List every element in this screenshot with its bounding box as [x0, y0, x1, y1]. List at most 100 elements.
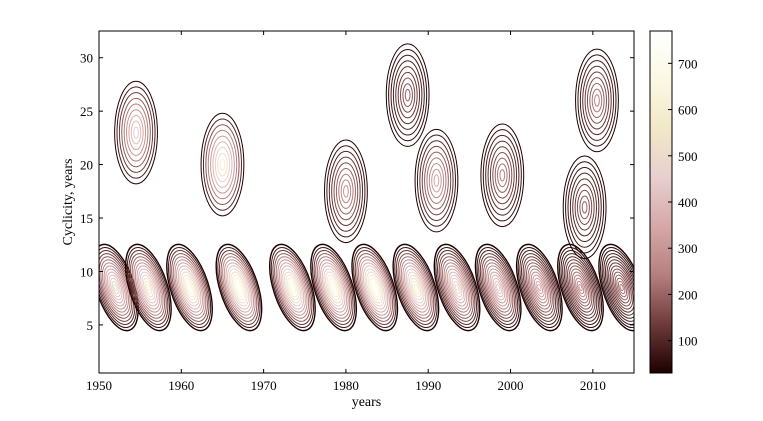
contour-line [487, 268, 509, 307]
contour-line [126, 109, 147, 156]
y-tick-label: 15 [80, 211, 93, 226]
contour-line [571, 271, 590, 304]
contour-line [370, 280, 379, 295]
contour-line [400, 77, 416, 113]
contour-line [586, 77, 607, 124]
contour-line [110, 277, 121, 298]
contour-line [136, 265, 161, 310]
colorbar-tick-label: 300 [678, 241, 698, 256]
contour-line [575, 277, 586, 298]
contour-line [359, 259, 390, 316]
contour-line [131, 256, 166, 319]
contour-line [335, 168, 356, 215]
contour-line [202, 118, 242, 211]
contour-line [572, 178, 598, 237]
contour-line [176, 262, 204, 313]
contour-line [600, 246, 634, 329]
contour-line [329, 280, 338, 295]
contour-line [433, 243, 481, 332]
contour-line [395, 66, 421, 125]
contour-island [480, 123, 525, 228]
y-tick-label: 10 [80, 264, 93, 279]
contour-line [285, 274, 300, 301]
contour-line [451, 277, 463, 298]
band-cycle [215, 243, 263, 332]
island-contours [114, 43, 619, 260]
contour-line [288, 280, 297, 295]
contour-line [182, 274, 197, 301]
contour-line [124, 243, 172, 332]
contour-line [474, 243, 522, 332]
contour-line [128, 250, 169, 325]
contour-line [210, 135, 235, 194]
contour-line [272, 250, 313, 325]
contour-line [407, 271, 425, 304]
contour-line [274, 253, 311, 322]
contour-line [499, 169, 506, 182]
contour-line [413, 283, 419, 292]
contour-line [321, 265, 346, 310]
contour-line [357, 256, 392, 319]
contour-line [575, 48, 619, 153]
contour-line [579, 60, 615, 141]
contour-line [212, 141, 233, 188]
contour-island [414, 128, 459, 233]
contour-line [579, 195, 590, 220]
contour-line [522, 256, 557, 319]
contour-line [594, 94, 600, 107]
contour-line [435, 246, 479, 329]
contour-line [235, 280, 243, 295]
contour-line [231, 274, 246, 301]
contour-line [576, 280, 585, 295]
contour-line [333, 162, 359, 221]
contour-line [576, 189, 593, 225]
contour-line [392, 243, 440, 332]
contour-line [405, 268, 427, 307]
contour-line [589, 82, 605, 119]
contour-line [217, 152, 228, 177]
contour-line [483, 259, 514, 316]
contour-line [278, 262, 306, 313]
contour-line [520, 253, 558, 322]
contour-line [410, 277, 422, 298]
contour-line [331, 156, 361, 227]
contour-line [275, 256, 310, 319]
contour-line [584, 71, 610, 130]
contour-line [128, 114, 144, 151]
contour-line [617, 280, 626, 295]
contour-line [397, 71, 418, 119]
contour-line [515, 243, 563, 332]
contour-line [114, 80, 158, 185]
contour-line [598, 243, 634, 332]
contour-line [604, 256, 634, 319]
contour-line [567, 166, 602, 248]
contour-line [179, 268, 200, 307]
band-cycle [433, 243, 481, 332]
contour-line [492, 151, 513, 199]
contour-line [343, 185, 349, 198]
colorbar-tick-label: 100 [678, 334, 698, 349]
y-tick-label: 20 [80, 158, 93, 173]
x-axis: 1950 1960 1970 1980 1990 2000 2010 [86, 31, 606, 393]
colorbar-tick-label: 600 [678, 103, 698, 118]
contour-line [287, 277, 298, 298]
contour-line [184, 277, 195, 298]
contour-island [562, 155, 607, 260]
contour-line [290, 283, 295, 292]
contour-line [171, 253, 208, 322]
colorbar-tick-label: 500 [678, 149, 698, 164]
contour-line [146, 283, 151, 292]
contour-line [573, 274, 588, 301]
contour-line [169, 250, 210, 325]
band-cycle [392, 243, 440, 332]
contour-line [582, 65, 612, 136]
contour-line [581, 201, 588, 214]
contour-island [200, 112, 245, 217]
contour-line [408, 274, 423, 301]
band-cycle [310, 243, 358, 332]
contour-line [492, 277, 504, 298]
contour-line [185, 280, 194, 295]
x-tick-label: 1970 [251, 378, 277, 393]
contour-line [491, 274, 506, 301]
contour-line [591, 88, 603, 113]
